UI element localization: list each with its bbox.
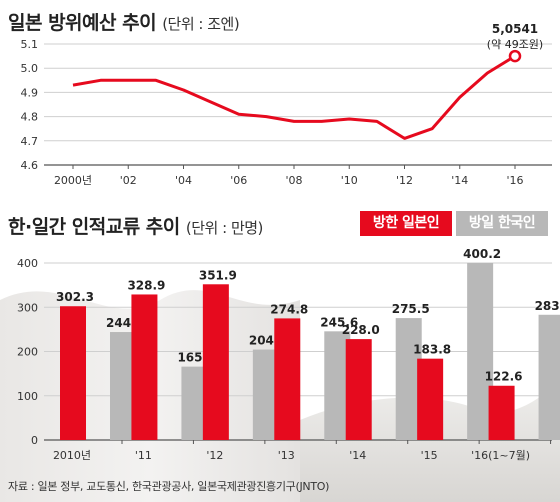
line-chart-title: 일본 방위예산 추이 (단위 : 조엔): [8, 12, 240, 34]
x-tick-label: '12: [206, 449, 223, 462]
y-tick-label: 5.0: [21, 62, 39, 75]
y-tick-label: 4.8: [21, 111, 39, 124]
x-tick-label: '06: [230, 174, 247, 187]
y-tick-label: 100: [17, 390, 38, 403]
x-tick-label: '02: [120, 174, 137, 187]
data-label: 351.9: [199, 268, 237, 282]
x-tick-label: '15: [421, 449, 438, 462]
bar: [202, 284, 229, 440]
y-tick-label: 0: [31, 434, 38, 447]
x-tick-label: '11: [135, 449, 152, 462]
x-tick-label: '08: [285, 174, 302, 187]
data-label: 228.0: [342, 323, 380, 337]
last-value-label: 5,0541: [492, 22, 538, 36]
bar: [488, 385, 515, 440]
bar-chart-title: 한·일간 인적교류 추이 (단위 : 만명): [8, 216, 264, 238]
y-tick-label: 400: [17, 257, 38, 270]
source-note: 자료 : 일본 정부, 교도통신, 한국관광공사, 일본국제관광진흥기구(JNT…: [8, 480, 330, 493]
bar-chart-unit: (단위 : 만명): [185, 219, 264, 237]
data-label: 122.6: [485, 370, 523, 384]
bar: [345, 339, 372, 440]
y-tick-label: 4.6: [21, 159, 39, 172]
data-label: 328.9: [127, 278, 165, 292]
bar: [274, 318, 301, 440]
data-label: 283.0: [535, 299, 560, 313]
x-tick-label: '04: [175, 174, 192, 187]
bar: [538, 314, 560, 440]
last-data-point: [508, 49, 522, 63]
x-tick-label: '14: [349, 449, 366, 462]
y-tick-label: 4.7: [21, 135, 39, 148]
data-label: 274.8: [270, 302, 308, 316]
x-tick-label: 2010년: [53, 449, 91, 462]
bar: [131, 294, 158, 440]
data-label: 400.2: [463, 247, 501, 261]
legend-visiting-korea: 방한 일본인: [360, 211, 452, 236]
x-tick-label: '12: [396, 174, 413, 187]
line-chart-unit: (단위 : 조엔): [162, 15, 240, 33]
data-label: 302.3: [56, 290, 94, 304]
x-tick-label: '13: [278, 449, 295, 462]
y-tick-label: 300: [17, 301, 38, 314]
y-tick-label: 4.9: [21, 86, 39, 99]
legend-visiting-japan: 방일 한국인: [456, 211, 548, 236]
x-tick-label: '16: [506, 174, 523, 187]
defense-budget-line: [72, 54, 516, 140]
bar: [417, 358, 444, 440]
data-label: 275.5: [392, 302, 430, 316]
line-chart: 5.1 5.0 4.9 4.8 4.7 4.6 2000년 '02 '04 '06 '08 '10 '1…: [21, 22, 552, 187]
x-tick-label: '10: [341, 174, 358, 187]
x-tick-label: '14: [451, 174, 468, 187]
last-value-note: (약 49조원): [487, 37, 543, 51]
x-tick-label: '16(1~7월): [471, 449, 530, 462]
data-label: 183.8: [413, 343, 451, 357]
x-tick-label: 2000년: [54, 174, 92, 187]
data-label: 245.6: [320, 315, 358, 329]
y-tick-label: 5.1: [21, 38, 39, 51]
bar: [60, 306, 86, 440]
y-tick-label: 200: [17, 346, 38, 359]
